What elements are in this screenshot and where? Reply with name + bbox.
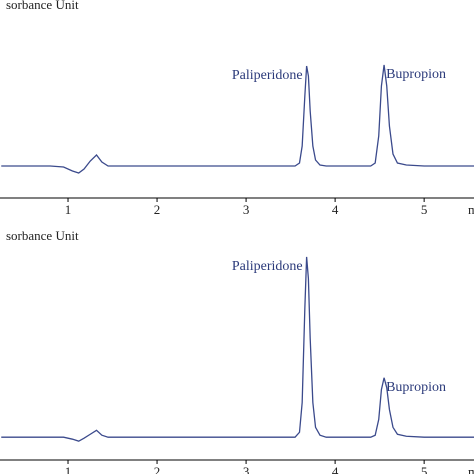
x-tick-label: 3	[243, 464, 250, 474]
peak-label: Paliperidone	[232, 68, 303, 83]
x-tick-label: 1	[65, 464, 72, 474]
x-tick-label: 5	[421, 464, 428, 474]
x-axis-label: m	[468, 464, 474, 474]
x-tick-label: 4	[332, 202, 339, 217]
x-tick-label: 1	[65, 202, 72, 217]
y-axis-label: sorbance Unit	[6, 228, 79, 243]
peak-label: Paliperidone	[232, 259, 303, 274]
x-axis-label: m	[468, 202, 474, 217]
peak-label: Bupropion	[386, 380, 446, 395]
y-axis-label: sorbance Unit	[6, 0, 79, 12]
chromatogram-line	[1, 256, 474, 442]
x-tick-label: 5	[421, 202, 428, 217]
x-tick-label: 3	[243, 202, 250, 217]
x-tick-label: 4	[332, 464, 339, 474]
x-tick-label: 2	[154, 202, 161, 217]
x-tick-label: 2	[154, 464, 161, 474]
chromatogram-line	[1, 64, 474, 174]
peak-label: Bupropion	[386, 67, 446, 82]
